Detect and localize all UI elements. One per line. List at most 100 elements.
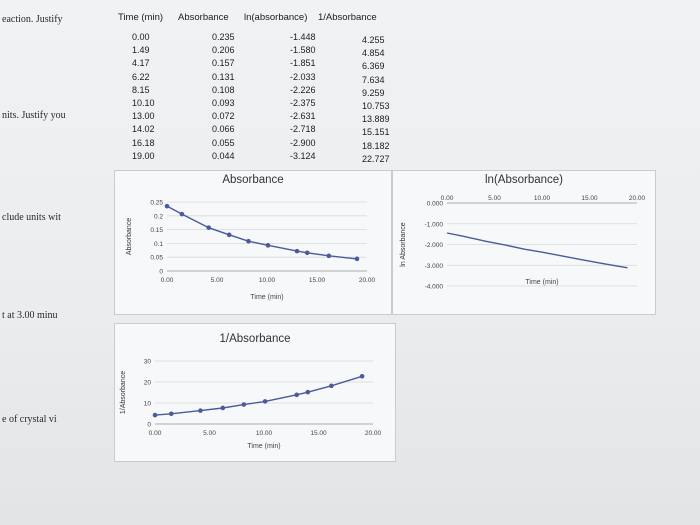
data-point [354,256,360,262]
table-cell: 4.854 [362,48,385,59]
table-cell: 1.49 [132,45,150,56]
data-point [304,250,310,256]
y-tick-label: 0.1 [154,241,163,248]
table-cell: -2.033 [290,71,316,82]
table-cell: 10.10 [132,98,155,108]
x-tick-label: 20.00 [629,195,646,202]
table-header-time: Time (min) [118,12,164,23]
x-tick-label: 5.00 [211,277,224,284]
data-point [198,408,203,413]
data-point [294,248,300,254]
data-point [326,253,332,259]
x-tick-label: 0.00 [161,277,174,284]
table-cell: 0.072 [212,111,235,122]
table-cell: 0.157 [212,58,235,69]
data-point [359,373,365,379]
table-cell: 22.727 [362,153,390,164]
y-tick-label: -1.000 [425,221,444,228]
y-tick-label: 0.25 [150,200,163,207]
y-tick-label: -4.000 [425,284,444,291]
data-point [329,383,334,389]
y-tick-label: 0 [147,422,151,429]
y-tick-label: 0 [159,269,163,276]
x-tick-label: 10.00 [259,277,276,284]
table-cell: -1.851 [290,58,316,69]
data-point [246,238,251,244]
y-axis-title: 1/Absorbance [120,371,127,414]
data-point [206,225,211,230]
table-cell: -1.448 [290,32,316,42]
margin-note-4: t at 3.00 minu [2,310,58,321]
x-tick-label: 15.00 [581,195,598,202]
table-cell: 0.093 [212,98,235,108]
table-cell: -1.580 [290,45,316,56]
y-tick-label: 10 [144,401,152,408]
data-point [220,405,226,411]
x-tick-label: 15.00 [310,430,327,437]
table-cell: 7.634 [362,74,385,85]
table-cell: -2.900 [290,137,316,148]
ln-absorbance-chart: ln(Absorbance) 0.000 -1.000 -2.000 -3.000 -4… [392,170,656,315]
table-cell: 4.255 [362,35,385,45]
chart-title: ln(Absorbance) [485,174,563,186]
table-cell: 0.235 [212,32,235,42]
margin-note-5: e of crystal vi [2,414,57,425]
x-tick-label: 20.00 [365,430,382,437]
y-tick-label: -3.000 [425,263,444,270]
chart-title: 1/Absorbance [219,333,291,345]
y-axis-title: ln Absorbance [400,222,407,266]
table-header-absorbance: Absorbance [178,12,229,23]
y-tick-label: 20 [144,380,152,387]
x-tick-label: 10.00 [534,195,551,202]
table-cell: 10.753 [362,101,390,111]
table-cell: 0.055 [212,137,235,148]
table-cell: 0.066 [212,124,235,135]
data-point [294,392,299,398]
data-point [226,232,232,238]
table-cell: 15.151 [362,127,390,138]
inverse-absorbance-chart: 1/Absorbance 0 10 20 30 0.00 5.00 10.00 15.00 20… [114,323,396,462]
table-cell: 0.00 [132,32,150,42]
x-tick-label: 0.00 [149,430,162,437]
x-tick-label: 10.00 [256,430,273,437]
table-cell: -3.124 [290,150,316,161]
data-point [305,389,311,395]
table-cell: 6.22 [132,71,150,82]
x-axis-title: Time (min) [525,279,558,286]
x-tick-label: 20.00 [359,277,376,284]
table-cell: -2.718 [290,124,316,135]
ln-absorbance-chart-svg: 0.000 -1.000 -2.000 -3.000 -4.000 0.00 5.00 10.… [400,195,646,291]
data-point [164,203,170,209]
table-cell: 18.182 [362,140,390,151]
data-point [265,243,271,248]
y-tick-label: -2.000 [425,242,444,249]
table-cell: -2.375 [290,98,316,108]
absorbance-chart: Absorbance 0 0.05 0.1 0.15 0.2 0.25 0.00 5.00 10… [114,170,392,315]
series-line [446,232,628,269]
chart-title: Absorbance [222,174,284,186]
y-tick-label: 0.2 [154,213,163,220]
series-line [166,205,358,260]
y-tick-label: 0.15 [150,227,163,234]
x-axis-title: Time (min) [250,294,283,301]
inverse-absorbance-chart-svg: 0 10 20 30 0.00 5.00 10.00 15.00 20.00 Time (min)… [120,359,382,451]
y-tick-label: 0.05 [150,255,163,262]
table-cell: 0.044 [212,150,235,161]
table-cell: -2.631 [290,111,316,122]
table-cell: 19.00 [132,150,155,161]
data-table: Time (min) Absorbance ln(absorbance) 1/A… [112,12,412,172]
table-cell: 14.02 [132,124,155,135]
y-tick-label: 30 [144,359,152,366]
absorbance-chart-svg: 0 0.05 0.1 0.15 0.2 0.25 0.00 5.00 10.00 15.00 20.… [126,200,376,302]
data-point [152,412,158,418]
x-tick-label: 0.00 [441,195,454,202]
y-tick-label: 0.000 [427,201,444,208]
table-cell: 13.00 [132,111,155,122]
table-cell: 6.369 [362,61,385,72]
x-tick-label: 5.00 [488,195,501,202]
table-cell: 4.17 [132,58,150,69]
series-line [154,375,363,416]
table-cell: -2.226 [290,84,316,95]
table-cell: 9.259 [362,87,385,98]
table-cell: 8.15 [132,84,150,95]
